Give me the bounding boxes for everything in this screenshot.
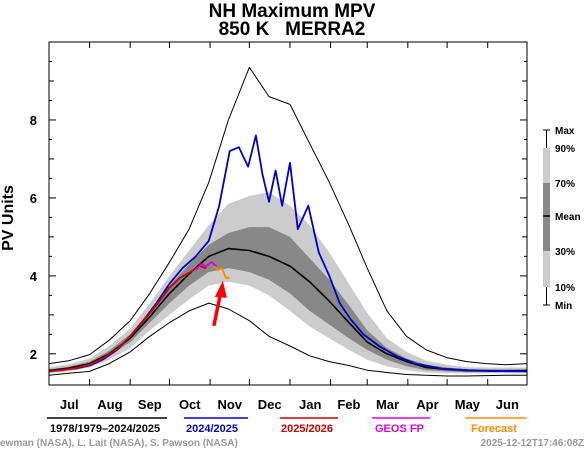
key-band-30-70 <box>543 183 550 251</box>
annotation-arrow-head <box>214 280 227 298</box>
series-line-2 <box>195 261 218 271</box>
credit-right: 2025-12-12T17:46:08Z <box>481 438 584 449</box>
plot-frame <box>48 41 528 386</box>
key-label: Max <box>555 126 575 137</box>
x-tick-label: Oct <box>179 397 201 412</box>
key-label: Mean <box>555 212 581 223</box>
x-tick-label: Apr <box>416 397 438 412</box>
axes: 2 4 6 8 Jul Aug Sep Oct Nov Dec Jan Feb Mar Apr May Jun <box>30 41 528 412</box>
y-tick-label: 6 <box>30 191 37 206</box>
legend: 1978/1979–2024/2025 2024/2025 2025/2026 GEO… <box>47 417 526 435</box>
x-tick-label: Sep <box>138 397 162 412</box>
key-label: 10% <box>555 283 575 294</box>
legend-label: Forecast <box>471 423 517 435</box>
chart-subtitle: 850 K MERRA2 <box>219 19 366 40</box>
percentile-key: Max 90% 70% Mean 30% 10% Min <box>543 126 581 312</box>
credit-left: ewman (NASA), L. Lait (NASA), S. Pawson … <box>0 438 238 449</box>
climatology-min-line <box>48 302 527 377</box>
key-label: Min <box>555 301 572 312</box>
legend-label: 1978/1979–2024/2025 <box>50 423 160 435</box>
x-tick-label: Jan <box>299 397 321 412</box>
y-tick-label: 4 <box>30 269 38 284</box>
x-tick-label: Aug <box>97 397 122 412</box>
y-tick-label: 2 <box>30 347 37 362</box>
x-tick-label: Mar <box>376 397 399 412</box>
annotation-arrow-shaft <box>212 291 223 327</box>
legend-label: 2024/2025 <box>186 423 238 435</box>
x-tick-label: Nov <box>217 397 242 412</box>
x-tick-label: Jul <box>60 397 79 412</box>
plot-area <box>48 66 528 377</box>
legend-label: 2025/2026 <box>281 423 333 435</box>
band-30-70 <box>49 227 527 373</box>
key-label: 70% <box>555 179 575 190</box>
series-line-3 <box>213 265 230 279</box>
chart-title: NH Maximum MPV <box>209 1 376 22</box>
x-tick-label: Jun <box>496 397 519 412</box>
y-axis-label: PV Units <box>0 185 17 251</box>
climatology-max-line <box>48 66 528 366</box>
x-tick-label: Feb <box>337 397 360 412</box>
key-label: 90% <box>555 144 575 155</box>
key-label: 30% <box>555 247 575 258</box>
x-tick-label: Dec <box>258 397 282 412</box>
legend-label: GEOS FP <box>375 423 424 435</box>
x-tick-label: May <box>455 397 481 412</box>
series-line-1 <box>48 265 207 373</box>
y-tick-label: 8 <box>30 113 37 128</box>
